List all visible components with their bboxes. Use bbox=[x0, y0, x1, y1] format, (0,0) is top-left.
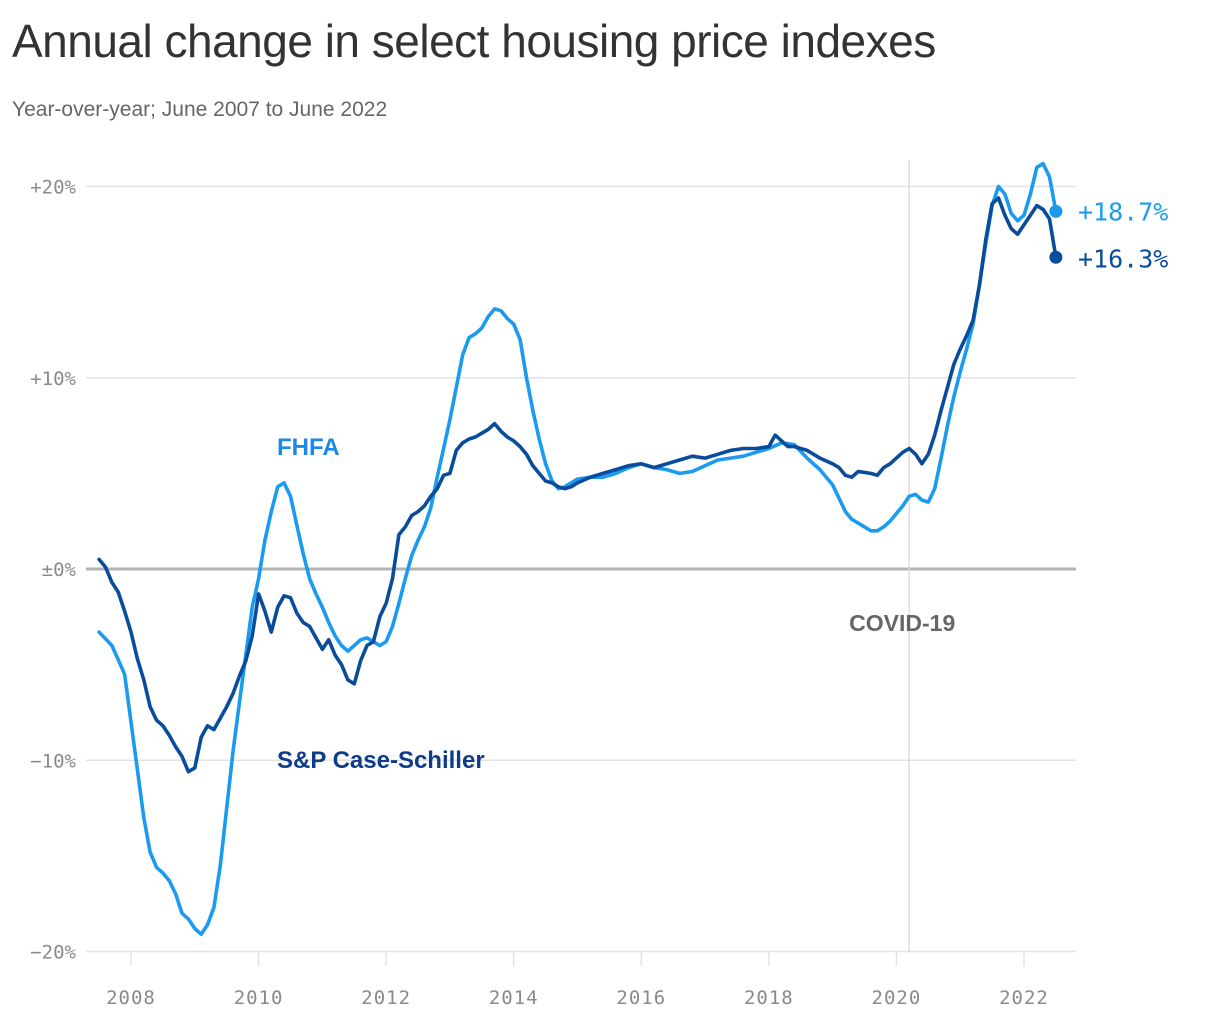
axes: +20% +10% ±0% −10% −20% 2008 2010 2012 2014 2016 2… bbox=[30, 177, 1049, 1010]
x-tick-label: 2008 bbox=[106, 987, 156, 1009]
end-value-case-shiller: +16.3% bbox=[1078, 244, 1168, 273]
series-label-case-shiller: S&P Case-Schiller bbox=[277, 747, 485, 774]
x-tick-label: 2010 bbox=[234, 987, 284, 1009]
y-tick-label: −20% bbox=[30, 942, 76, 964]
y-tick-label: −10% bbox=[30, 750, 76, 772]
series-label-fhfa: FHFA bbox=[277, 434, 340, 461]
x-tick-label: 2022 bbox=[999, 987, 1049, 1009]
y-tick-label: +20% bbox=[30, 177, 76, 199]
end-value-fhfa: +18.7% bbox=[1078, 197, 1168, 226]
x-tick-label: 2016 bbox=[616, 987, 666, 1009]
x-tick-label: 2012 bbox=[361, 987, 411, 1009]
series-line-case-shiller bbox=[97, 196, 1058, 774]
chart-subtitle: Year-over-year; June 2007 to June 2022 bbox=[12, 98, 388, 121]
chart-title: Annual change in select housing price in… bbox=[12, 15, 936, 67]
series-line-fhfa bbox=[97, 161, 1058, 937]
x-tick-label: 2014 bbox=[489, 987, 539, 1009]
x-tick-label: 2020 bbox=[872, 987, 922, 1009]
x-tick-label: 2018 bbox=[744, 987, 794, 1009]
series-lines bbox=[97, 161, 1058, 937]
series-labels: FHFA S&P Case-Schiller bbox=[277, 434, 485, 774]
y-tick-label: ±0% bbox=[42, 559, 77, 581]
end-dot-fhfa bbox=[1049, 204, 1063, 218]
y-tick-label: +10% bbox=[30, 368, 76, 390]
end-value-markers: +18.7% +16.3% bbox=[1049, 197, 1168, 273]
end-dot-case-shiller bbox=[1049, 250, 1063, 264]
grid-lines bbox=[86, 185, 1076, 953]
covid-label: COVID-19 bbox=[849, 610, 955, 636]
covid-annotation: COVID-19 bbox=[849, 160, 955, 952]
